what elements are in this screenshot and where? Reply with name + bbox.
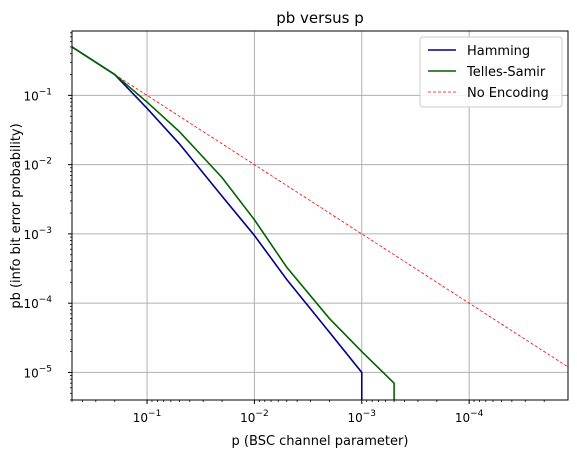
legend-label: Telles-Samir bbox=[466, 65, 546, 80]
y-axis-label: pb (info bit error probability) bbox=[9, 123, 24, 308]
y-tick-label: 10−2 bbox=[23, 157, 52, 173]
x-tick-label: 10−4 bbox=[455, 409, 484, 425]
x-axis-label: p (BSC channel parameter) bbox=[232, 434, 409, 449]
legend-box bbox=[419, 36, 563, 108]
x-tick-label: 10−2 bbox=[240, 409, 269, 425]
chart-title: pb versus p bbox=[276, 9, 364, 27]
series-line-no-encoding bbox=[114, 74, 568, 368]
legend-label: Hamming bbox=[467, 44, 530, 59]
tick-layer: 10−1 10−2 10−3 10−4 10−1 10−2 10−3 10−4 10−5 bbox=[23, 87, 483, 425]
series-line-telles-samir bbox=[72, 46, 395, 400]
x-tick-label: 10−1 bbox=[133, 409, 162, 425]
legend: Hamming Telles-Samir No Encoding bbox=[419, 36, 563, 108]
series-layer bbox=[72, 46, 568, 400]
y-tick-label: 10−5 bbox=[23, 364, 52, 380]
y-tick-label: 10−3 bbox=[23, 226, 52, 242]
series-line-hamming bbox=[72, 46, 363, 400]
plot-frame bbox=[71, 30, 569, 401]
x-tick-label: 10−3 bbox=[347, 409, 376, 425]
y-tick-label: 10−1 bbox=[23, 87, 52, 103]
grid bbox=[72, 31, 568, 400]
y-tick-label: 10−4 bbox=[23, 295, 52, 311]
legend-label: No Encoding bbox=[467, 86, 549, 101]
